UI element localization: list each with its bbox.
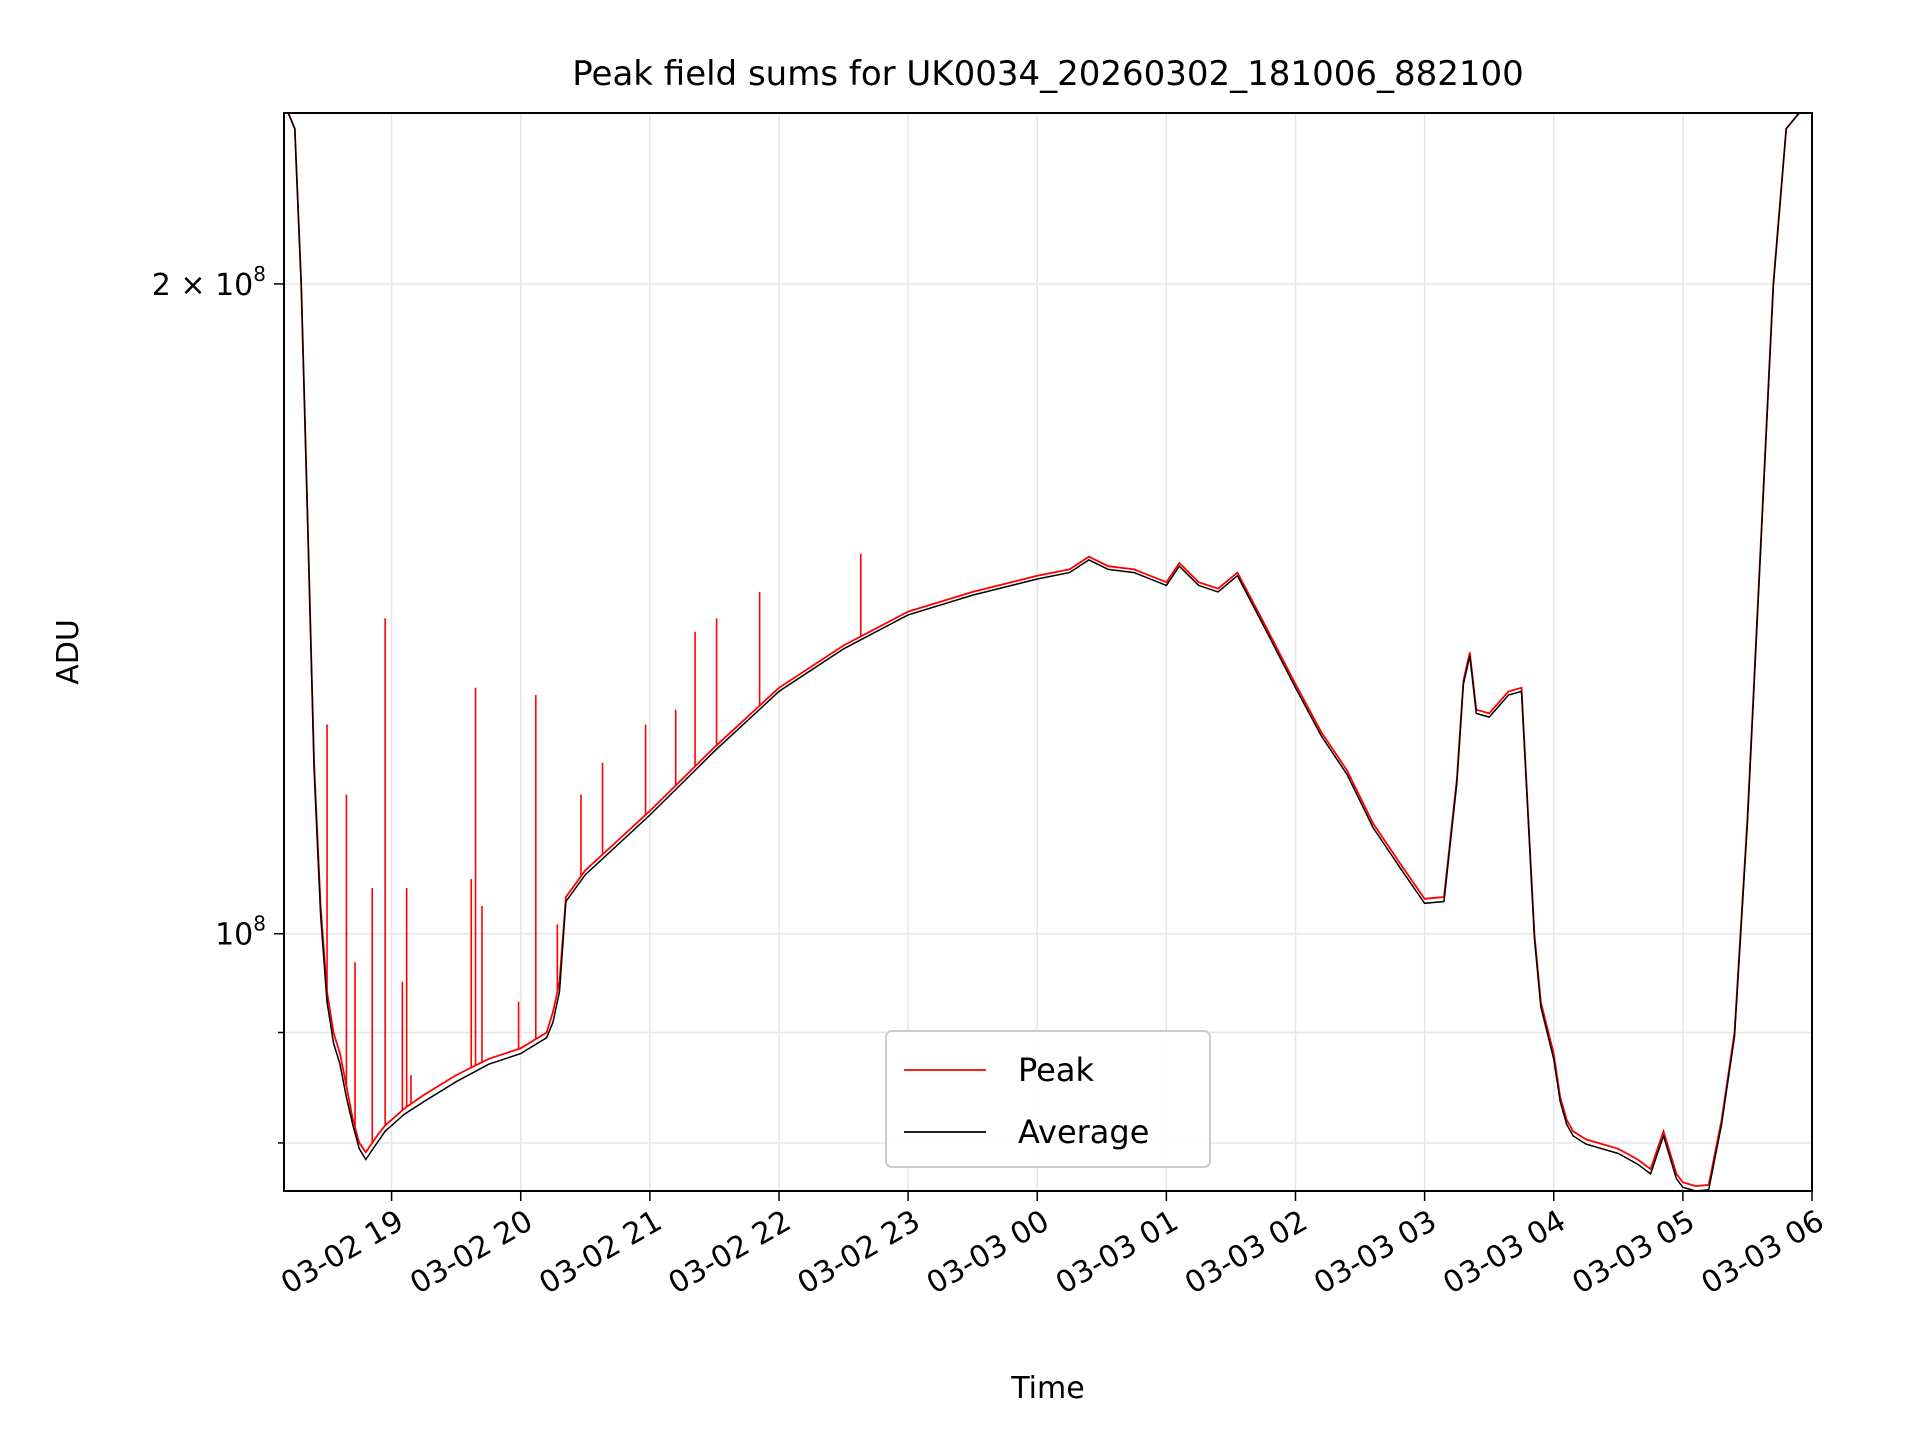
series-layer	[284, 112, 1812, 1192]
y-tick-label: 2 × 108	[152, 262, 266, 303]
x-axis-label: Time	[1010, 1371, 1084, 1406]
y-tick-label: 108	[215, 912, 266, 953]
legend-box	[885, 1030, 1211, 1168]
legend: Peak Average	[885, 1030, 1211, 1168]
legend-label-peak: Peak	[1018, 1051, 1094, 1089]
series-line-average	[284, 112, 1812, 1192]
legend-label-average: Average	[1018, 1113, 1149, 1151]
series-line-peak	[284, 112, 1812, 1188]
chart-title: Peak field sums for UK0034_20260302_1810…	[572, 54, 1524, 94]
y-axis: 2 × 108 108	[152, 262, 284, 1144]
plot-frame	[283, 112, 1813, 1192]
y-axis-label: ADU	[51, 619, 86, 685]
